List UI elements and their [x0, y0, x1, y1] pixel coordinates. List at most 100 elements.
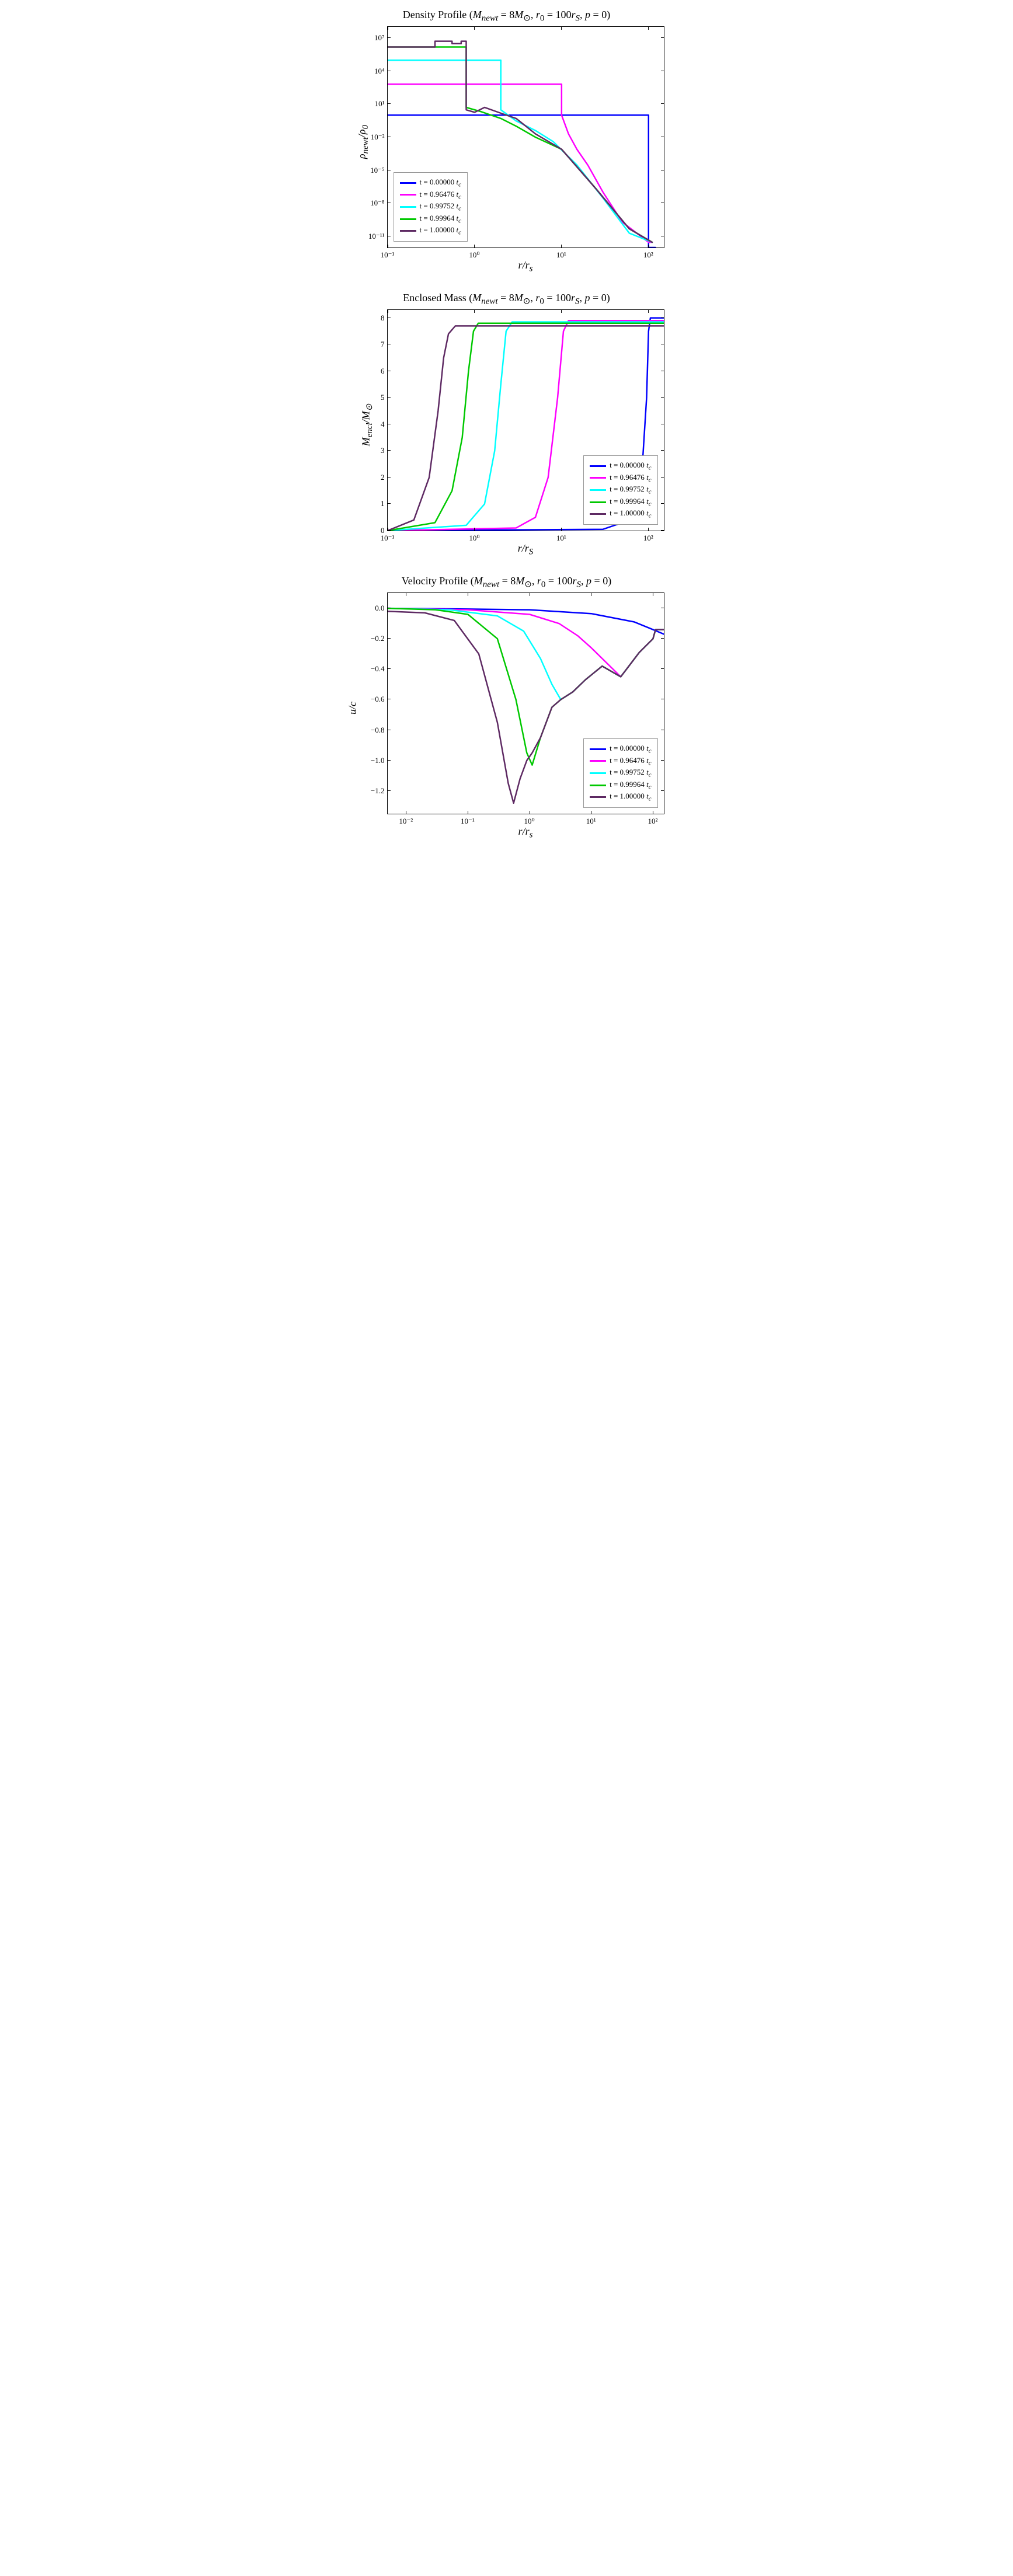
chart-title: Enclosed Mass (Mnewt = 8M⊙, r0 = 100rS, … — [343, 292, 670, 307]
x-tick: 10² — [648, 817, 657, 826]
chart-title: Velocity Profile (Mnewt = 8M⊙, r0 = 100r… — [343, 575, 670, 590]
legend-swatch — [400, 218, 416, 220]
plot-area: t = 0.00000 tct = 0.96476 tct = 0.99752 … — [387, 309, 664, 531]
x-tick: 10⁰ — [469, 534, 479, 543]
y-tick: 8 — [381, 313, 385, 323]
legend-swatch — [590, 489, 606, 491]
chart-title: Density Profile (Mnewt = 8M⊙, r0 = 100rS… — [343, 9, 670, 24]
legend-label: t = 0.99964 tc — [610, 497, 651, 508]
legend-swatch — [590, 748, 606, 750]
y-tick: 10⁴ — [374, 67, 385, 76]
x-tick: 10² — [643, 250, 653, 260]
y-tick: 10⁷ — [374, 33, 385, 43]
legend-label: t = 0.00000 tc — [420, 177, 461, 189]
legend-swatch — [590, 477, 606, 479]
y-tick: 10⁻⁵ — [370, 166, 384, 175]
legend-label: t = 1.00000 tc — [610, 792, 651, 803]
plot-area: t = 0.00000 tct = 0.96476 tct = 0.99752 … — [387, 592, 664, 814]
legend-swatch — [400, 206, 416, 208]
legend-item: t = 0.99964 tc — [400, 214, 461, 225]
legend-label: t = 0.96476 tc — [610, 473, 651, 484]
y-axis-label: ρnewt/ρ0 — [356, 124, 371, 158]
legend-swatch — [400, 194, 416, 196]
x-tick: 10² — [643, 534, 653, 543]
legend: t = 0.00000 tct = 0.96476 tct = 0.99752 … — [583, 738, 657, 808]
legend-label: t = 1.00000 tc — [420, 225, 461, 236]
legend-item: t = 0.99752 tc — [400, 201, 461, 212]
y-tick: 7 — [381, 340, 385, 349]
y-axis-label: u/c — [346, 701, 358, 714]
x-tick: 10⁰ — [469, 250, 479, 260]
legend-swatch — [590, 785, 606, 786]
legend-label: t = 0.99752 tc — [610, 484, 651, 496]
legend-label: t = 0.00000 tc — [610, 744, 651, 755]
x-axis-label: r/rs — [387, 259, 664, 274]
legend: t = 0.00000 tct = 0.96476 tct = 0.99752 … — [394, 172, 468, 242]
legend-item: t = 0.99964 tc — [590, 497, 651, 508]
series-line-t2 — [388, 608, 664, 699]
legend-swatch — [590, 501, 606, 503]
y-axis-label: Mencl/M⊙ — [360, 403, 375, 446]
x-tick: 10¹ — [586, 817, 596, 826]
legend-label: t = 0.99964 tc — [610, 780, 651, 791]
y-tick: 4 — [381, 420, 385, 429]
legend-label: t = 0.00000 tc — [610, 461, 651, 472]
x-tick: 10⁻¹ — [461, 817, 475, 826]
legend-item: t = 0.00000 tc — [400, 177, 461, 189]
legend-item: t = 1.00000 tc — [590, 508, 651, 520]
series-line-t0 — [388, 608, 664, 634]
density-profile-chart: Density Profile (Mnewt = 8M⊙, r0 = 100rS… — [343, 6, 670, 277]
series-line-t1 — [388, 608, 664, 677]
y-tick: 3 — [381, 446, 385, 455]
enclosed-mass-chart: Enclosed Mass (Mnewt = 8M⊙, r0 = 100rS, … — [343, 289, 670, 560]
figure-container: Density Profile (Mnewt = 8M⊙, r0 = 100rS… — [337, 0, 676, 861]
legend-item: t = 0.00000 tc — [590, 744, 651, 755]
legend-item: t = 0.99752 tc — [590, 484, 651, 496]
legend-swatch — [590, 760, 606, 762]
y-tick: 0.0 — [375, 604, 384, 613]
velocity-profile-chart: Velocity Profile (Mnewt = 8M⊙, r0 = 100r… — [343, 572, 670, 843]
legend-item: t = 0.99964 tc — [590, 780, 651, 791]
x-axis-label: r/rs — [387, 825, 664, 841]
y-tick: −0.2 — [371, 634, 385, 643]
x-tick: 10¹ — [556, 250, 566, 260]
y-tick: 10⁻² — [371, 133, 385, 142]
legend: t = 0.00000 tct = 0.96476 tct = 0.99752 … — [583, 455, 657, 525]
legend-label: t = 0.96476 tc — [420, 190, 461, 201]
y-tick: −1.2 — [371, 786, 385, 796]
y-tick: −0.4 — [371, 664, 385, 674]
legend-item: t = 1.00000 tc — [400, 225, 461, 236]
x-tick: 10⁰ — [524, 817, 534, 826]
y-tick: 6 — [381, 367, 385, 376]
legend-label: t = 0.99964 tc — [420, 214, 461, 225]
y-tick: 5 — [381, 393, 385, 402]
legend-item: t = 1.00000 tc — [590, 792, 651, 803]
x-tick: 10¹ — [556, 534, 566, 543]
legend-swatch — [590, 513, 606, 515]
y-tick: 10⁻⁸ — [370, 198, 384, 208]
legend-item: t = 0.00000 tc — [590, 461, 651, 472]
x-tick: 10⁻² — [399, 817, 413, 826]
legend-swatch — [400, 230, 416, 232]
legend-item: t = 0.99752 tc — [590, 768, 651, 779]
plot-area: t = 0.00000 tct = 0.96476 tct = 0.99752 … — [387, 26, 664, 248]
y-tick: 2 — [381, 473, 385, 482]
x-tick: 10⁻¹ — [381, 534, 395, 543]
y-tick: −0.8 — [371, 726, 385, 735]
x-tick: 10⁻¹ — [381, 250, 395, 260]
y-tick: −1.0 — [371, 756, 385, 765]
y-tick: 10⁻¹¹ — [368, 232, 385, 241]
legend-swatch — [590, 796, 606, 798]
legend-item: t = 0.96476 tc — [590, 473, 651, 484]
legend-item: t = 0.96476 tc — [590, 756, 651, 767]
legend-label: t = 0.99752 tc — [420, 201, 461, 212]
x-axis-label: r/rS — [387, 542, 664, 557]
legend-label: t = 0.99752 tc — [610, 768, 651, 779]
legend-swatch — [590, 772, 606, 774]
y-tick: 10¹ — [375, 99, 385, 109]
legend-item: t = 0.96476 tc — [400, 190, 461, 201]
legend-swatch — [400, 182, 416, 184]
y-tick: −0.6 — [371, 695, 385, 704]
y-tick: 1 — [381, 499, 385, 508]
legend-label: t = 0.96476 tc — [610, 756, 651, 767]
